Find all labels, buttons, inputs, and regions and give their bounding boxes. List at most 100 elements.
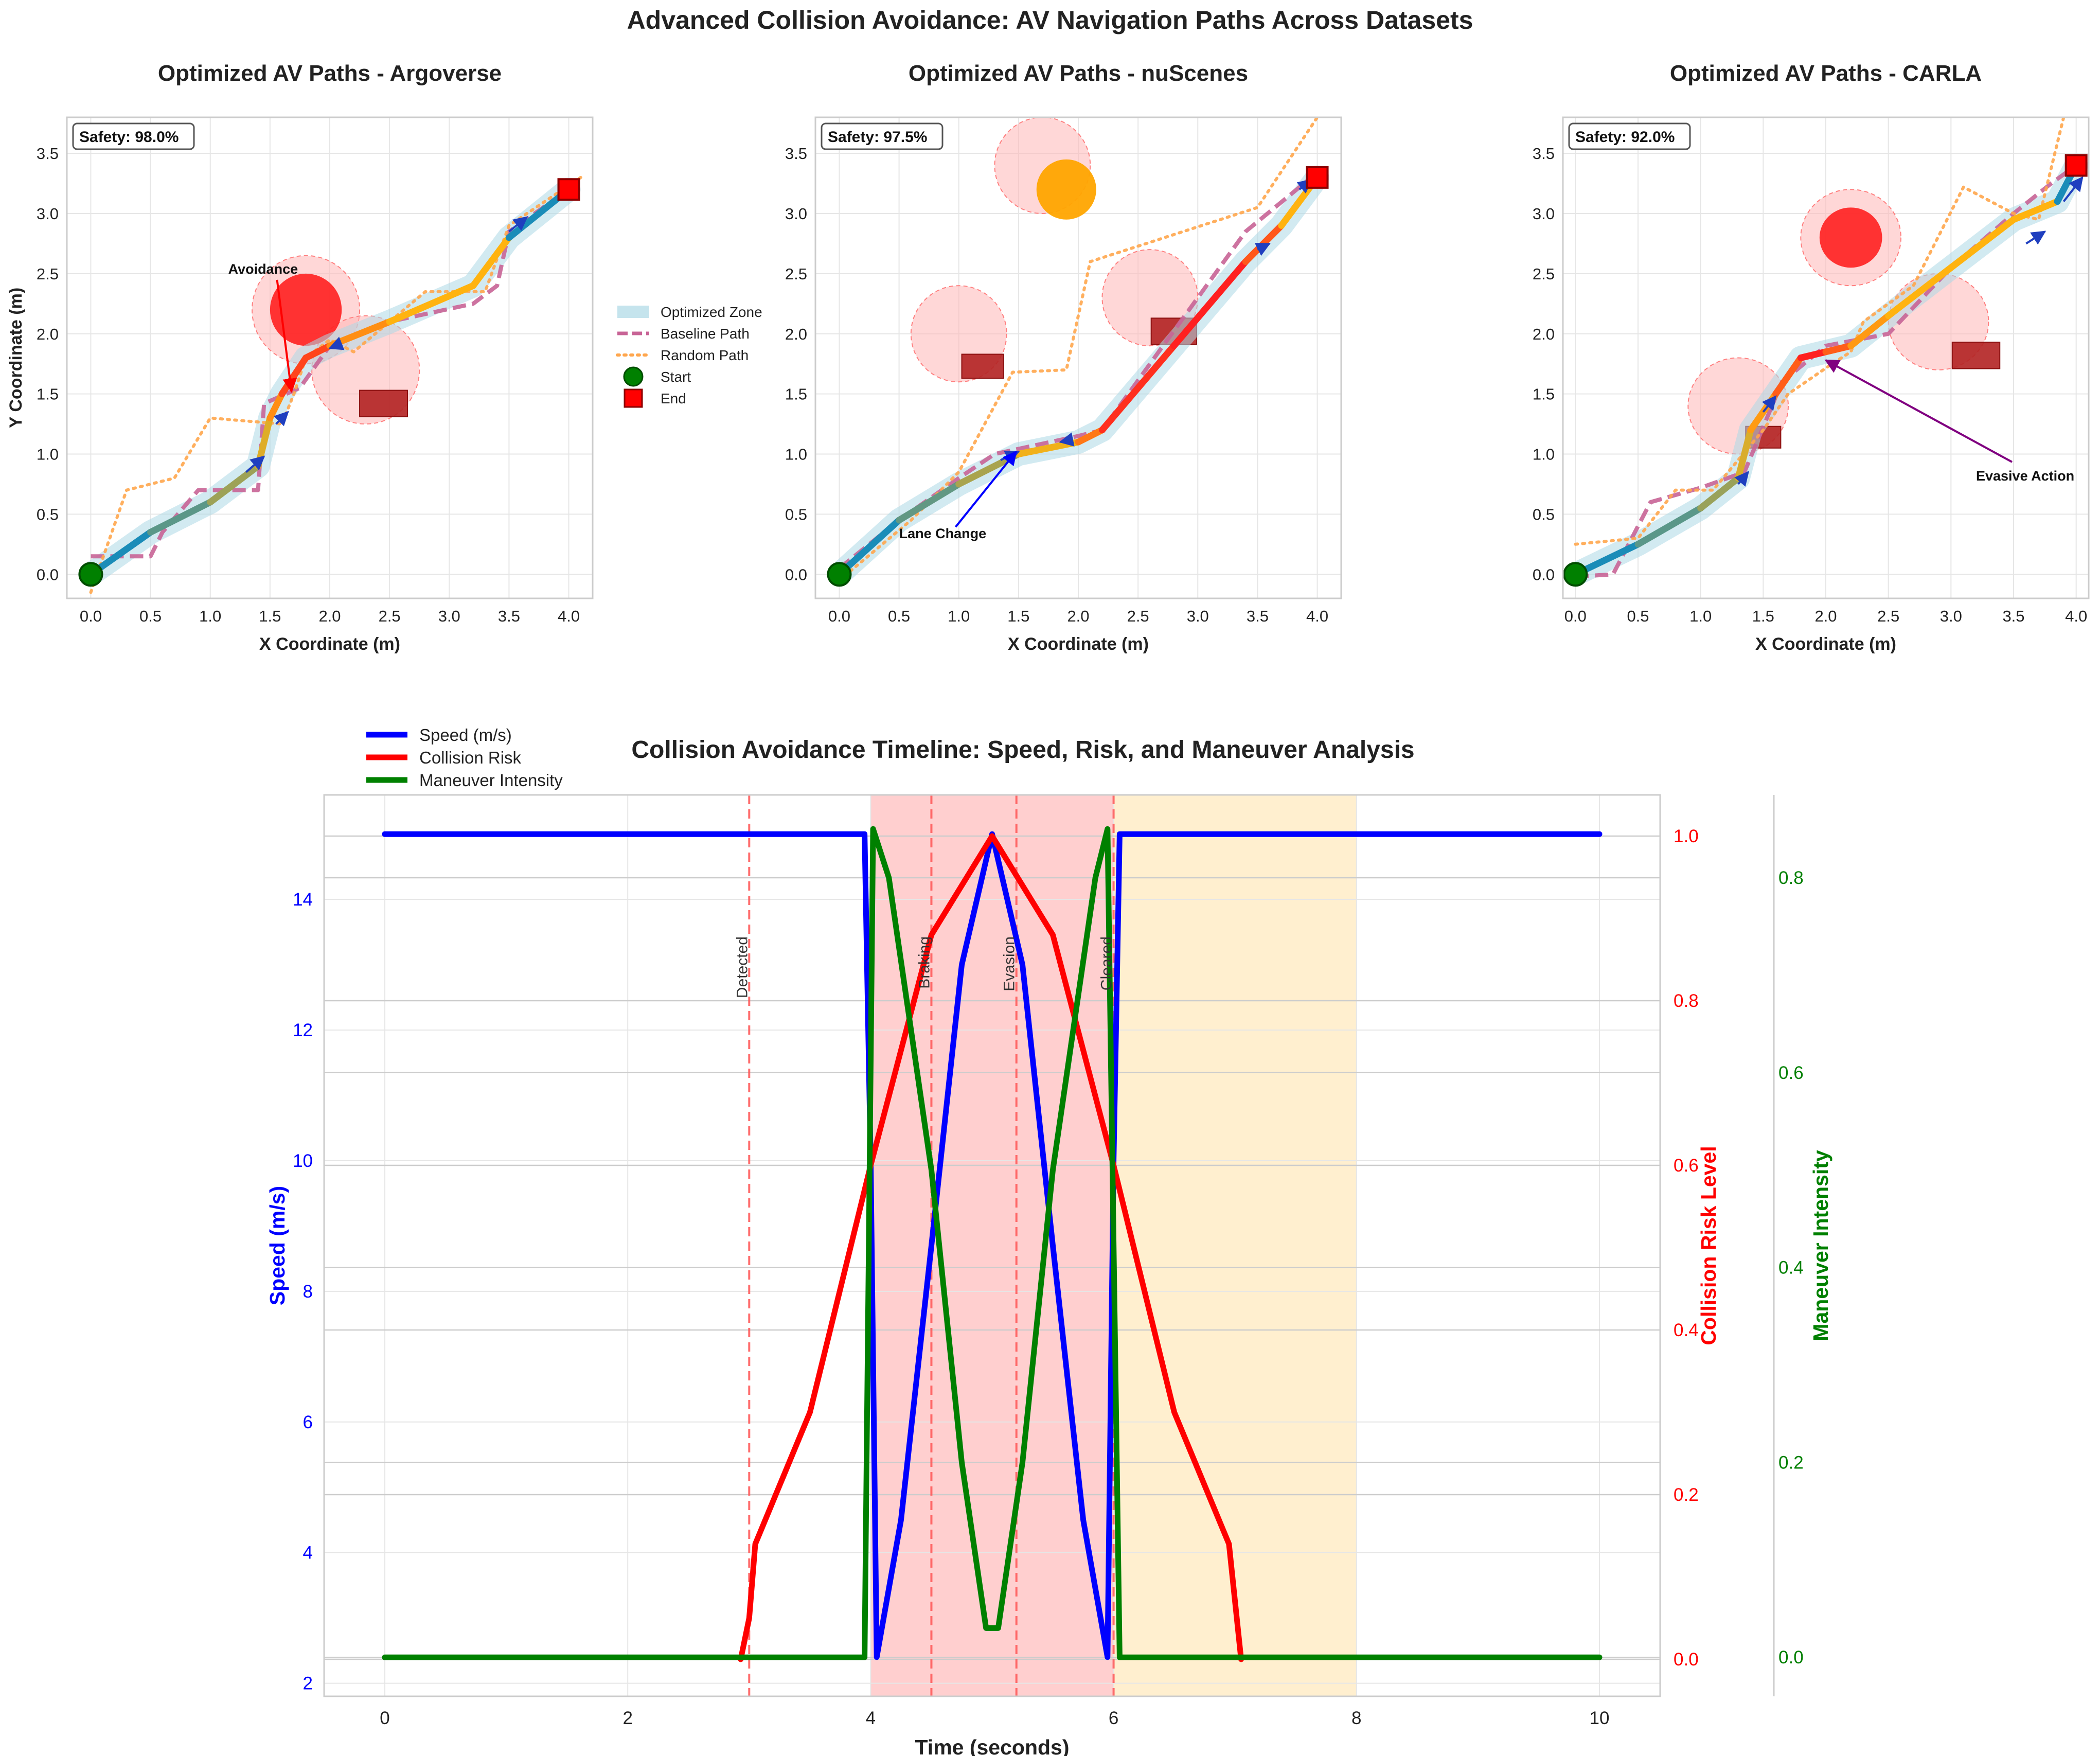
y-tick-label-right2: 0.2 bbox=[1778, 1452, 1804, 1473]
x-axis-label: X Coordinate (m) bbox=[1008, 634, 1149, 654]
optimized-path-segment bbox=[1170, 258, 1249, 349]
panel-carla: Evasive Action 0.0 0.5 1.0 1.5 2.0 2.5 3.0 3.5 4.… bbox=[1533, 61, 2090, 654]
x-tick-label: 2.0 bbox=[1814, 607, 1837, 625]
direction-arrow bbox=[1734, 471, 1749, 487]
x-tick-label: 4.0 bbox=[2065, 607, 2087, 625]
x-tick-label: 0 bbox=[380, 1708, 389, 1728]
axes-frame bbox=[814, 116, 1342, 599]
direction-arrow bbox=[245, 455, 265, 473]
axes-frame bbox=[66, 116, 594, 599]
y-tick-label-right2: 0.8 bbox=[1778, 868, 1804, 888]
y-tick-label: 2.0 bbox=[37, 325, 59, 343]
safety-badge: Safety: 97.5% bbox=[821, 122, 944, 150]
x-tick-label: 3.5 bbox=[498, 607, 520, 625]
safety-box bbox=[72, 122, 195, 150]
legend-label: Random Path bbox=[661, 347, 749, 363]
x-tick-label: 3.5 bbox=[2002, 607, 2024, 625]
annotation-label: Evasive Action bbox=[1976, 468, 2074, 484]
x-tick-label: 0.5 bbox=[139, 607, 162, 625]
static-obstacle bbox=[961, 353, 1004, 379]
x-tick-label: 3.0 bbox=[1940, 607, 1962, 625]
x-tick-label: 2.5 bbox=[379, 607, 401, 625]
x-tick-label: 3.5 bbox=[1247, 607, 1269, 625]
y-tick-label: 0.0 bbox=[37, 565, 59, 583]
timeline-plot-area bbox=[382, 826, 1603, 1662]
optimized-path-segment bbox=[1797, 348, 1829, 361]
x-tick-label: 2.0 bbox=[1067, 607, 1089, 625]
dynamic-obstacle bbox=[1819, 207, 1882, 268]
y-tick-label: 0.0 bbox=[785, 565, 807, 583]
annotation-arrow bbox=[276, 279, 297, 393]
moving-obstacle bbox=[1036, 159, 1096, 220]
y-tick-label-left: 14 bbox=[293, 890, 313, 910]
panel-argoverse: Avoidance 0.0 0.5 1.0 1.5 2.0 2.5 3.0 3.5 4.0 0.0 0… bbox=[6, 61, 594, 654]
annotation-label: Lane Change bbox=[899, 526, 987, 541]
random-path bbox=[1574, 117, 2066, 546]
optimized-path-segment bbox=[266, 391, 286, 421]
y-tick-label-right2: 0.4 bbox=[1778, 1258, 1804, 1278]
direction-arrow bbox=[1254, 242, 1271, 256]
optimized-path-segment bbox=[302, 342, 333, 361]
optimized-path-segment bbox=[1885, 264, 1954, 320]
figure-title: Advanced Collision Avoidance: AV Navigat… bbox=[627, 6, 1473, 34]
y-axis-label-left: Speed (m/s) bbox=[265, 1186, 289, 1305]
optimized-path-segment bbox=[1634, 505, 1704, 548]
y-tick-label: 1.5 bbox=[37, 385, 59, 403]
y-tick-label: 3.5 bbox=[37, 145, 59, 163]
y-tick-label: 0.5 bbox=[1533, 505, 1555, 523]
event-label: Cleared bbox=[1098, 936, 1115, 990]
y-tick-label-right: 0.4 bbox=[1674, 1320, 1699, 1340]
safety-box bbox=[821, 122, 944, 150]
panel-nuscenes: Lane Change 0.0 0.5 1.0 1.5 2.0 2.5 3.0 3.5 4.0 0.… bbox=[785, 61, 1342, 654]
y-axis-label: Y Coordinate (m) bbox=[6, 288, 26, 428]
x-tick-label: 0.0 bbox=[828, 607, 850, 625]
y-tick-label: 1.5 bbox=[785, 385, 807, 403]
start-marker bbox=[78, 562, 103, 587]
y-tick-label-right: 0.0 bbox=[1674, 1649, 1699, 1670]
plot-area bbox=[827, 117, 1329, 587]
optimized-path-segment bbox=[1822, 342, 1855, 356]
start-marker bbox=[1563, 562, 1588, 587]
y-tick-label-left: 2 bbox=[303, 1674, 313, 1694]
safety-label: Safety: 92.0% bbox=[1575, 129, 1675, 146]
x-axis-label: X Coordinate (m) bbox=[259, 634, 400, 654]
y-tick-label: 1.0 bbox=[785, 446, 807, 464]
x-tick-label: 3.0 bbox=[1187, 607, 1209, 625]
x-tick-label: 4 bbox=[866, 1708, 876, 1728]
safety-box bbox=[1568, 122, 1691, 150]
direction-arrow bbox=[328, 336, 345, 350]
end-marker bbox=[2065, 154, 2088, 177]
y-tick-label: 3.0 bbox=[785, 205, 807, 223]
legend-swatch-start bbox=[623, 366, 644, 387]
panel-title: Optimized AV Paths - Argoverse bbox=[158, 61, 502, 86]
dynamic-obstacle bbox=[270, 273, 342, 346]
x-tick-label: 0.5 bbox=[888, 607, 910, 625]
annotation-arrow bbox=[955, 450, 1017, 528]
end-marker bbox=[1306, 166, 1329, 189]
y-tick-label: 3.0 bbox=[37, 205, 59, 223]
legend-label: Maneuver Intensity bbox=[419, 771, 563, 790]
x-tick-label: 0.5 bbox=[1627, 607, 1649, 625]
x-tick-label: 10 bbox=[1589, 1708, 1609, 1728]
y-tick-label: 2.0 bbox=[1533, 325, 1555, 343]
legend-label: Start bbox=[661, 369, 691, 385]
legend-label: Optimized Zone bbox=[661, 304, 762, 320]
y-tick-label: 3.5 bbox=[1533, 145, 1555, 163]
optimized-path-segment bbox=[1098, 342, 1178, 434]
static-obstacle bbox=[1951, 342, 2001, 369]
optimized-path-segment bbox=[896, 481, 963, 524]
x-tick-label: 2.5 bbox=[1127, 607, 1149, 625]
x-tick-label: 1.5 bbox=[1752, 607, 1774, 625]
y-tick-label: 2.0 bbox=[785, 325, 807, 343]
x-tick-label: 1.0 bbox=[1689, 607, 1712, 625]
y-tick-label-right: 0.6 bbox=[1674, 1156, 1699, 1176]
y-tick-label: 1.0 bbox=[1533, 446, 1555, 464]
direction-arrow bbox=[2025, 230, 2046, 245]
annotation-label: Avoidance bbox=[228, 261, 298, 277]
optimized-path-segment bbox=[470, 234, 512, 289]
safety-label: Safety: 98.0% bbox=[79, 129, 179, 146]
y-axis-label-right2: Maneuver Intensity bbox=[1809, 1150, 1832, 1341]
risk-zone-band bbox=[870, 795, 1114, 1696]
y-tick-label: 2.5 bbox=[1533, 265, 1555, 283]
optimized-path-segment bbox=[1697, 474, 1742, 512]
